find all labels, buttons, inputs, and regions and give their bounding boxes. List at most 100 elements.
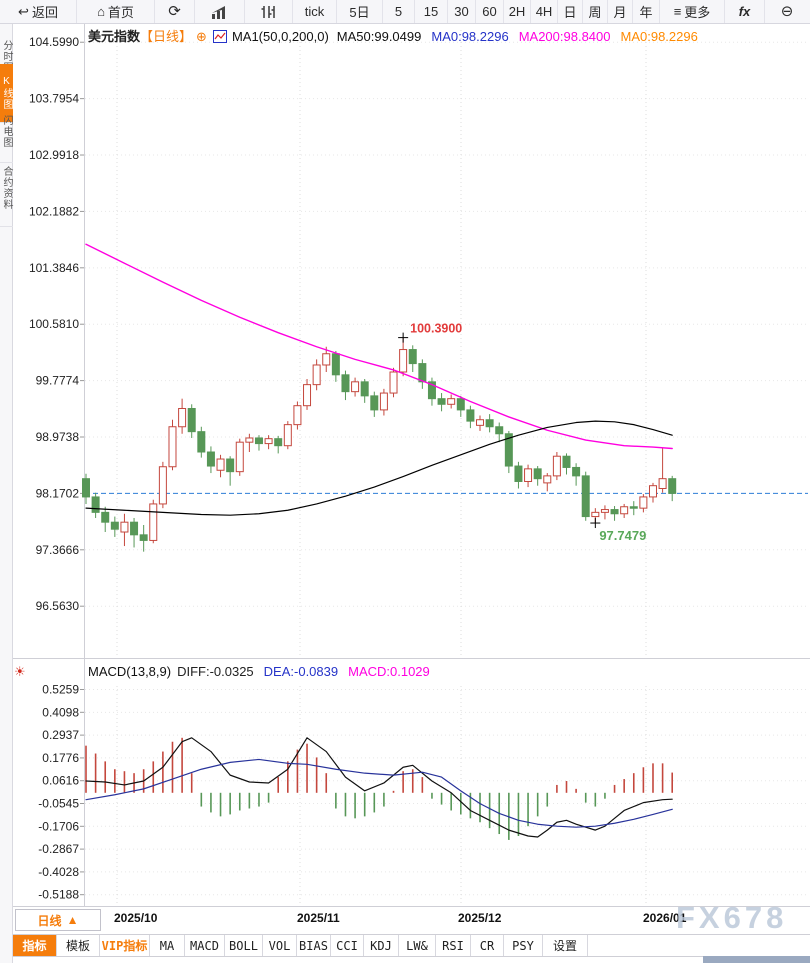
period-5day-button[interactable]: 5日 [337, 0, 383, 23]
dea-line [85, 758, 673, 828]
candle-body [620, 506, 629, 515]
tab-ma[interactable]: MA [150, 935, 185, 956]
tab-psy[interactable]: PSY [504, 935, 543, 956]
formula-button[interactable]: fx [725, 0, 765, 23]
zoom-out-button[interactable]: ⊖ [765, 0, 809, 23]
indicator-toolbar: 指标 模板 VIP指标 MA MACD BOLL VOL BIAS CCI KD… [13, 934, 810, 957]
refresh-button[interactable]: ⟳ [155, 0, 195, 23]
more-label: 更多 [684, 5, 711, 20]
period-5min-button[interactable]: 5 [383, 0, 415, 23]
sidebar-tab-lightning-chart[interactable]: 闪电图 [0, 100, 13, 163]
period-monthly-button[interactable]: 月 [608, 0, 633, 23]
chevron-up-icon: ▲ [66, 913, 79, 927]
indicator-settings-icon[interactable]: ☀ [14, 664, 26, 679]
tab-cr[interactable]: CR [471, 935, 504, 956]
tab-cci[interactable]: CCI [331, 935, 364, 956]
tab-bias[interactable]: BIAS [297, 935, 331, 956]
mini-chart-icon [212, 30, 227, 46]
macd-axis-label: 0.5259 [42, 683, 79, 697]
price-axis-label: 98.9738 [36, 430, 80, 444]
macd-axis-label: -0.0545 [38, 797, 79, 811]
price-axis-label: 97.3666 [36, 543, 80, 557]
candle-body [274, 438, 283, 447]
candle-body [322, 353, 331, 366]
price-axis-label: 100.5810 [29, 317, 79, 331]
period-selector-button[interactable]: 日线 ▲ [15, 909, 101, 931]
tab-macd[interactable]: MACD [185, 935, 225, 956]
candle-body [293, 405, 302, 426]
ma0-blue-value: MA0:98.2296 [431, 29, 509, 44]
left-sidebar: 分时图 K线图 闪电图 合约资料 [0, 24, 13, 963]
candlestick-view-button[interactable] [245, 0, 293, 23]
candle-body [197, 431, 206, 453]
period-2h-button[interactable]: 2H [504, 0, 531, 23]
period-tag: 【日线】 [140, 29, 193, 44]
more-button[interactable]: ≡ 更多 [660, 0, 725, 23]
tab-vip-indicator[interactable]: VIP指标 [100, 935, 150, 956]
tab-vol[interactable]: VOL [263, 935, 297, 956]
period-15min-button[interactable]: 15 [415, 0, 448, 23]
bar-chart-view-button[interactable] [195, 0, 245, 23]
macd-header: MACD(13,8,9) DIFF:-0.0325 DEA:-0.0839 MACD:… [88, 664, 430, 679]
candle-body [245, 437, 254, 443]
tick-period-button[interactable]: tick [293, 0, 337, 23]
macd-axis-label: 0.2937 [42, 728, 79, 742]
candle-body [389, 371, 398, 394]
period-daily-button[interactable]: 日 [558, 0, 583, 23]
tab-boll[interactable]: BOLL [225, 935, 263, 956]
candle-body [514, 465, 523, 482]
horizontal-scrollbar[interactable] [703, 956, 810, 963]
period-4h-button[interactable]: 4H [531, 0, 558, 23]
ma-settings-label: MA1(50,0,200,0) [231, 29, 329, 44]
tab-kdj[interactable]: KDJ [364, 935, 399, 956]
menu-icon: ≡ [673, 4, 682, 19]
macd-axis-label: -0.4028 [38, 865, 79, 879]
x-axis-date-label: 2025/12 [458, 911, 502, 925]
x-axis-date-label: 2026/01 [643, 911, 687, 925]
price-axis-label: 98.1702 [36, 486, 80, 500]
tick-label: tick [304, 4, 325, 19]
candle-body [648, 485, 657, 498]
candle-body [235, 441, 244, 473]
x-axis-date-label: 2025/11 [297, 911, 340, 925]
add-indicator-icon[interactable]: ⊕ [196, 29, 207, 44]
tab-indicator[interactable]: 指标 [13, 935, 57, 956]
period-daily-label: 日 [563, 5, 577, 20]
tab-settings[interactable]: 设置 [543, 935, 588, 956]
candle-body [312, 364, 321, 386]
candle-body [254, 437, 263, 445]
candle-body [341, 374, 350, 393]
period-60min-button[interactable]: 60 [476, 0, 504, 23]
macd-axis-label: 0.1776 [42, 751, 79, 765]
high-annotation: 100.3900 [410, 322, 462, 336]
home-button[interactable]: ⌂ 首页 [77, 0, 155, 23]
price-axis-label: 103.7954 [29, 92, 79, 106]
candle-body [110, 521, 119, 530]
period-30min-button[interactable]: 30 [448, 0, 476, 23]
ma0-orange-value: MA0:98.2296 [620, 29, 698, 44]
bar-chart-icon [211, 5, 229, 19]
candle-body [149, 503, 158, 541]
period-weekly-button[interactable]: 周 [583, 0, 608, 23]
period-yearly-label: 年 [639, 5, 653, 20]
symbol-name: 美元指数 [88, 29, 141, 44]
back-arrow-icon: ↩ [18, 4, 29, 19]
tab-rsi[interactable]: RSI [436, 935, 471, 956]
back-button[interactable]: ↩ 返回 [0, 0, 77, 23]
candle-body [581, 475, 590, 518]
ma200-line [85, 243, 673, 450]
price-axis-label: 102.9918 [29, 148, 79, 162]
candle-body [82, 478, 90, 498]
tab-lw[interactable]: LW& [399, 935, 436, 956]
candle-body [591, 511, 600, 518]
candle-body [283, 424, 292, 447]
period-yearly-button[interactable]: 年 [633, 0, 660, 23]
candle-body [476, 419, 485, 426]
x-axis-date-label: 2025/10 [114, 911, 158, 925]
sidebar-tab-contract-info[interactable]: 合约资料 [0, 150, 13, 227]
sidebar-tab-kline-chart[interactable]: K线图 [0, 64, 13, 123]
price-axis-label: 104.5990 [29, 35, 79, 49]
tab-template[interactable]: 模板 [57, 935, 100, 956]
